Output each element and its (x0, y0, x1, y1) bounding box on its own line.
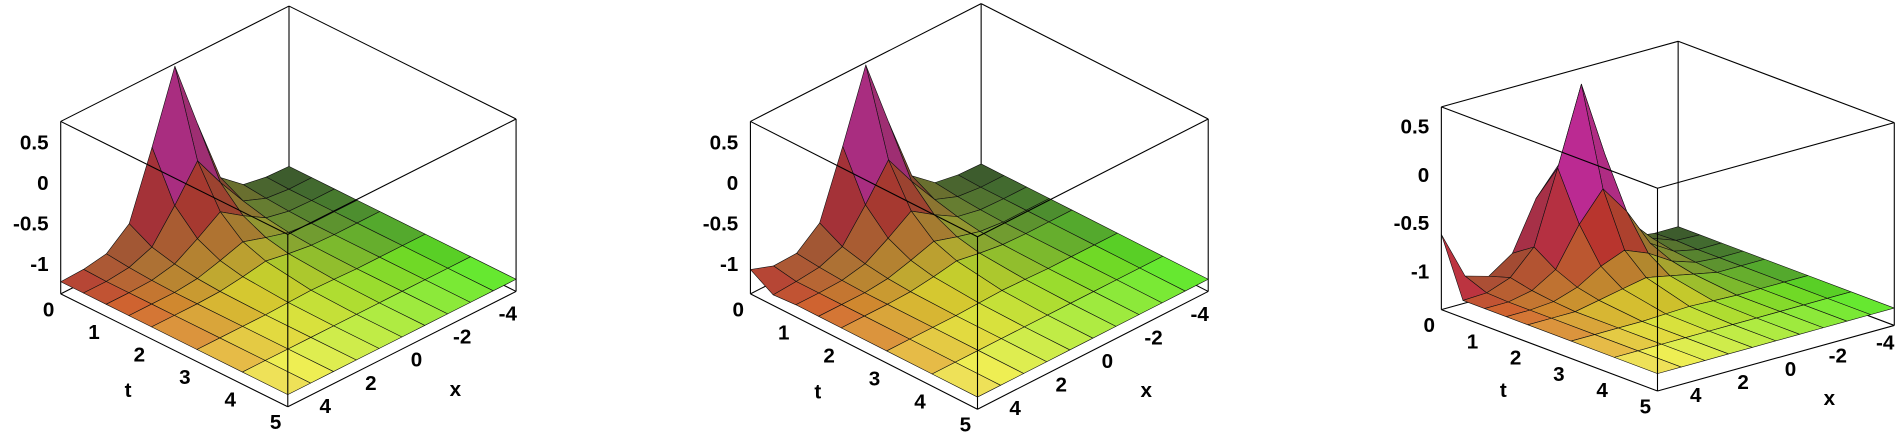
box-edge (1677, 40, 1895, 124)
surface-plot: 0.5 0 -0.5 -1 0 1 2 3 4 5 4 2 0 -2 -4 t x (13, 5, 518, 434)
z-tick-label: 0 (37, 172, 48, 195)
z-tick-label: -1 (720, 253, 738, 276)
t-tick-label: 0 (43, 298, 54, 321)
z-tick-label: 0.5 (20, 132, 49, 155)
t-tick-label: 2 (1510, 347, 1521, 370)
x-tick-label: 0 (1102, 350, 1113, 373)
z-tick-label: -1 (30, 253, 48, 276)
z-tick-label: -0.5 (13, 213, 49, 236)
box-edge (1657, 324, 1895, 392)
t-tick-label: 3 (1553, 363, 1564, 386)
t-tick-label: 0 (733, 298, 744, 321)
z-tick-label: -0.5 (1394, 212, 1430, 235)
t-tick-label: 3 (869, 368, 880, 391)
box-edge (1441, 40, 1679, 108)
surface-plot: 0.5 0 -0.5 -1 0 1 2 3 4 5 4 2 0 -2 -4 t x (1394, 40, 1895, 418)
box-edge (288, 5, 517, 120)
t-tick-label: 1 (1467, 330, 1478, 353)
box-edge (980, 3, 1209, 120)
x-tick-label: 4 (1690, 384, 1702, 407)
x-tick-label: -2 (1144, 326, 1162, 349)
surface-patch (1441, 234, 1487, 301)
x-axis-label: x (450, 378, 462, 401)
box-edge (750, 293, 978, 410)
box-edge (287, 290, 517, 408)
t-axis-label: t (1500, 379, 1507, 402)
x-tick-label: -4 (1191, 303, 1210, 326)
box-edge (60, 293, 289, 408)
z-tick-label: -0.5 (703, 213, 739, 236)
t-tick-label: 4 (914, 391, 926, 414)
surface-plot: 0.5 0 -0.5 -1 0 1 2 3 4 5 4 2 0 -2 -4 t x (703, 3, 1210, 437)
box-edge (1441, 309, 1658, 392)
t-axis-label: t (125, 379, 132, 402)
t-tick-label: 2 (823, 344, 834, 367)
t-tick-label: 5 (960, 414, 971, 437)
z-tick-label: 0 (1418, 164, 1429, 187)
x-axis-label: x (1141, 379, 1153, 402)
t-tick-label: 4 (1596, 379, 1608, 402)
box-edge (1657, 122, 1895, 189)
x-tick-label: -4 (499, 303, 518, 326)
box-edge (977, 290, 1209, 410)
x-tick-label: -2 (453, 326, 471, 349)
box-edge (750, 3, 982, 122)
x-tick-label: 4 (1009, 397, 1021, 420)
box-edge (1441, 106, 1658, 189)
z-tick-label: 0.5 (710, 132, 739, 155)
t-axis-label: t (814, 380, 821, 403)
x-tick-label: 4 (319, 395, 331, 418)
t-tick-label: 5 (1640, 395, 1651, 418)
box-edge (60, 120, 289, 235)
z-tick-label: 0.5 (1401, 116, 1430, 139)
x-tick-label: 0 (411, 349, 422, 372)
x-tick-label: 2 (1056, 373, 1067, 396)
x-tick-label: 2 (365, 372, 376, 395)
t-tick-label: 1 (778, 321, 789, 344)
x-tick-label: -4 (1876, 332, 1895, 355)
x-tick-label: 2 (1737, 371, 1748, 394)
t-tick-label: 5 (270, 411, 281, 434)
x-axis-label: x (1824, 387, 1836, 410)
box-edge (287, 118, 517, 235)
box-edge (750, 120, 978, 238)
t-tick-label: 4 (224, 389, 236, 412)
z-tick-label: 0 (727, 172, 738, 195)
t-tick-label: 1 (88, 321, 99, 344)
x-tick-label: -2 (1829, 345, 1847, 368)
box-edge (60, 5, 290, 122)
t-tick-label: 2 (134, 343, 145, 366)
x-tick-label: 0 (1785, 358, 1796, 381)
box-edge (977, 118, 1209, 238)
z-tick-label: -1 (1411, 260, 1429, 283)
t-tick-label: 3 (179, 366, 190, 389)
t-tick-label: 0 (1423, 314, 1434, 337)
